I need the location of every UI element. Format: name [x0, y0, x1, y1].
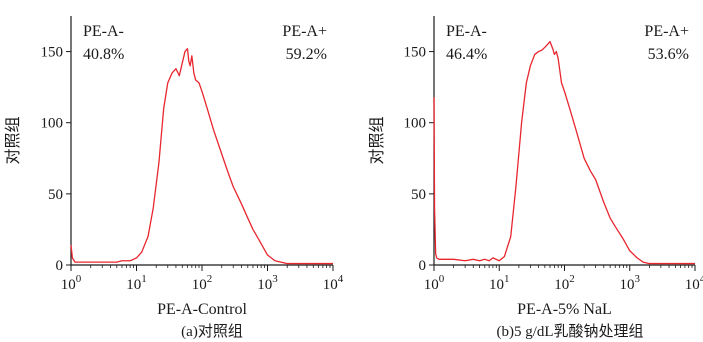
gate-right-label: PE-A+ [644, 23, 689, 40]
histogram-line [433, 40, 695, 265]
y-tick-label: 50 [411, 187, 426, 203]
gate-left-value: 46.4% [446, 46, 487, 63]
x-tick-label: 101 [489, 273, 510, 293]
y-tick-label: 150 [41, 45, 64, 61]
histogram-line [70, 48, 333, 265]
gate-right-label: PE-A+ [282, 23, 327, 40]
y-axis-title: 对照组 [368, 116, 386, 164]
x-tick-label: 102 [192, 273, 213, 293]
x-tick-label: 100 [61, 273, 82, 293]
caption-panel-a: (a)对照组 [181, 324, 243, 340]
x-tick-label: 101 [126, 273, 147, 293]
y-tick-label: 0 [56, 258, 64, 274]
y-tick-label: 100 [41, 116, 64, 132]
gate-left-value: 40.8% [83, 46, 124, 63]
x-axis-title: PE-A-5% NaL [517, 301, 612, 318]
y-tick-label: 150 [404, 45, 427, 61]
x-tick-label: 103 [620, 273, 641, 293]
y-tick-label: 100 [404, 116, 427, 132]
y-axis-title: 对照组 [4, 116, 22, 164]
x-tick-label: 100 [424, 273, 445, 293]
y-tick-label: 50 [48, 187, 63, 203]
x-tick-label: 103 [257, 273, 278, 293]
gate-right-value: 53.6% [648, 46, 689, 63]
x-tick-label: 102 [554, 273, 575, 293]
x-tick-label: 104 [685, 273, 703, 293]
gate-left-label: PE-A- [446, 23, 487, 40]
gate-right-value: 59.2% [286, 46, 327, 63]
y-tick-label: 0 [419, 258, 427, 274]
caption-panel-b: (b)5 g/dL乳酸钠处理组 [496, 324, 644, 340]
chart-panel-b: 0 50 100 150 100 101 102 103 104 PE-A- 46.4% PE-A+ 5… [368, 16, 703, 318]
gate-left-label: PE-A- [83, 23, 124, 40]
chart-panel-a: 0 50 100 150 100 101 102 103 104 PE-A- 40.8% PE-A+ 5… [4, 16, 344, 318]
x-axis-title: PE-A-Control [157, 301, 247, 318]
x-tick-label: 104 [323, 273, 344, 293]
